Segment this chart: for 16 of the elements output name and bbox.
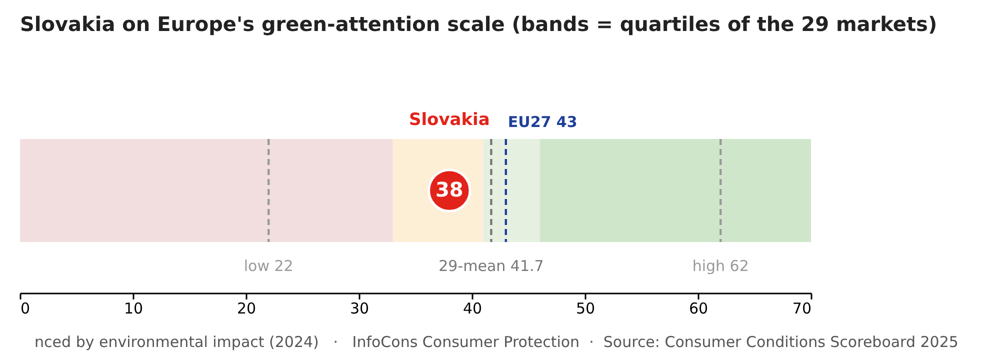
ref-line-label: 29-mean 41.7 (438, 257, 544, 275)
x-tick-label: 20 (236, 300, 256, 318)
x-tick-label: 10 (124, 300, 144, 318)
ref-line-label: low 22 (244, 257, 294, 275)
ref-line-label: EU27 43 (508, 113, 578, 131)
ref-line-label: high 62 (692, 257, 749, 275)
x-tick-label: 50 (576, 300, 596, 318)
data-label: 38 (435, 178, 464, 202)
text: nced by environmental impact (2024) · InfoCons Consumer Protection · Source: Consumer Conditions Scoreboard 2025 (34, 333, 960, 351)
chart-title: Slovakia on Europe's green-attention scale (bands = quartiles of the 29 markets) (20, 12, 938, 36)
text: Slovakia (408, 110, 490, 130)
x-tick-label: 30 (350, 300, 370, 318)
x-tick-label: 70 (792, 300, 812, 318)
x-tick-label: 40 (462, 300, 482, 318)
x-tick-label: 0 (20, 300, 30, 318)
x-tick-label: 60 (688, 300, 708, 318)
